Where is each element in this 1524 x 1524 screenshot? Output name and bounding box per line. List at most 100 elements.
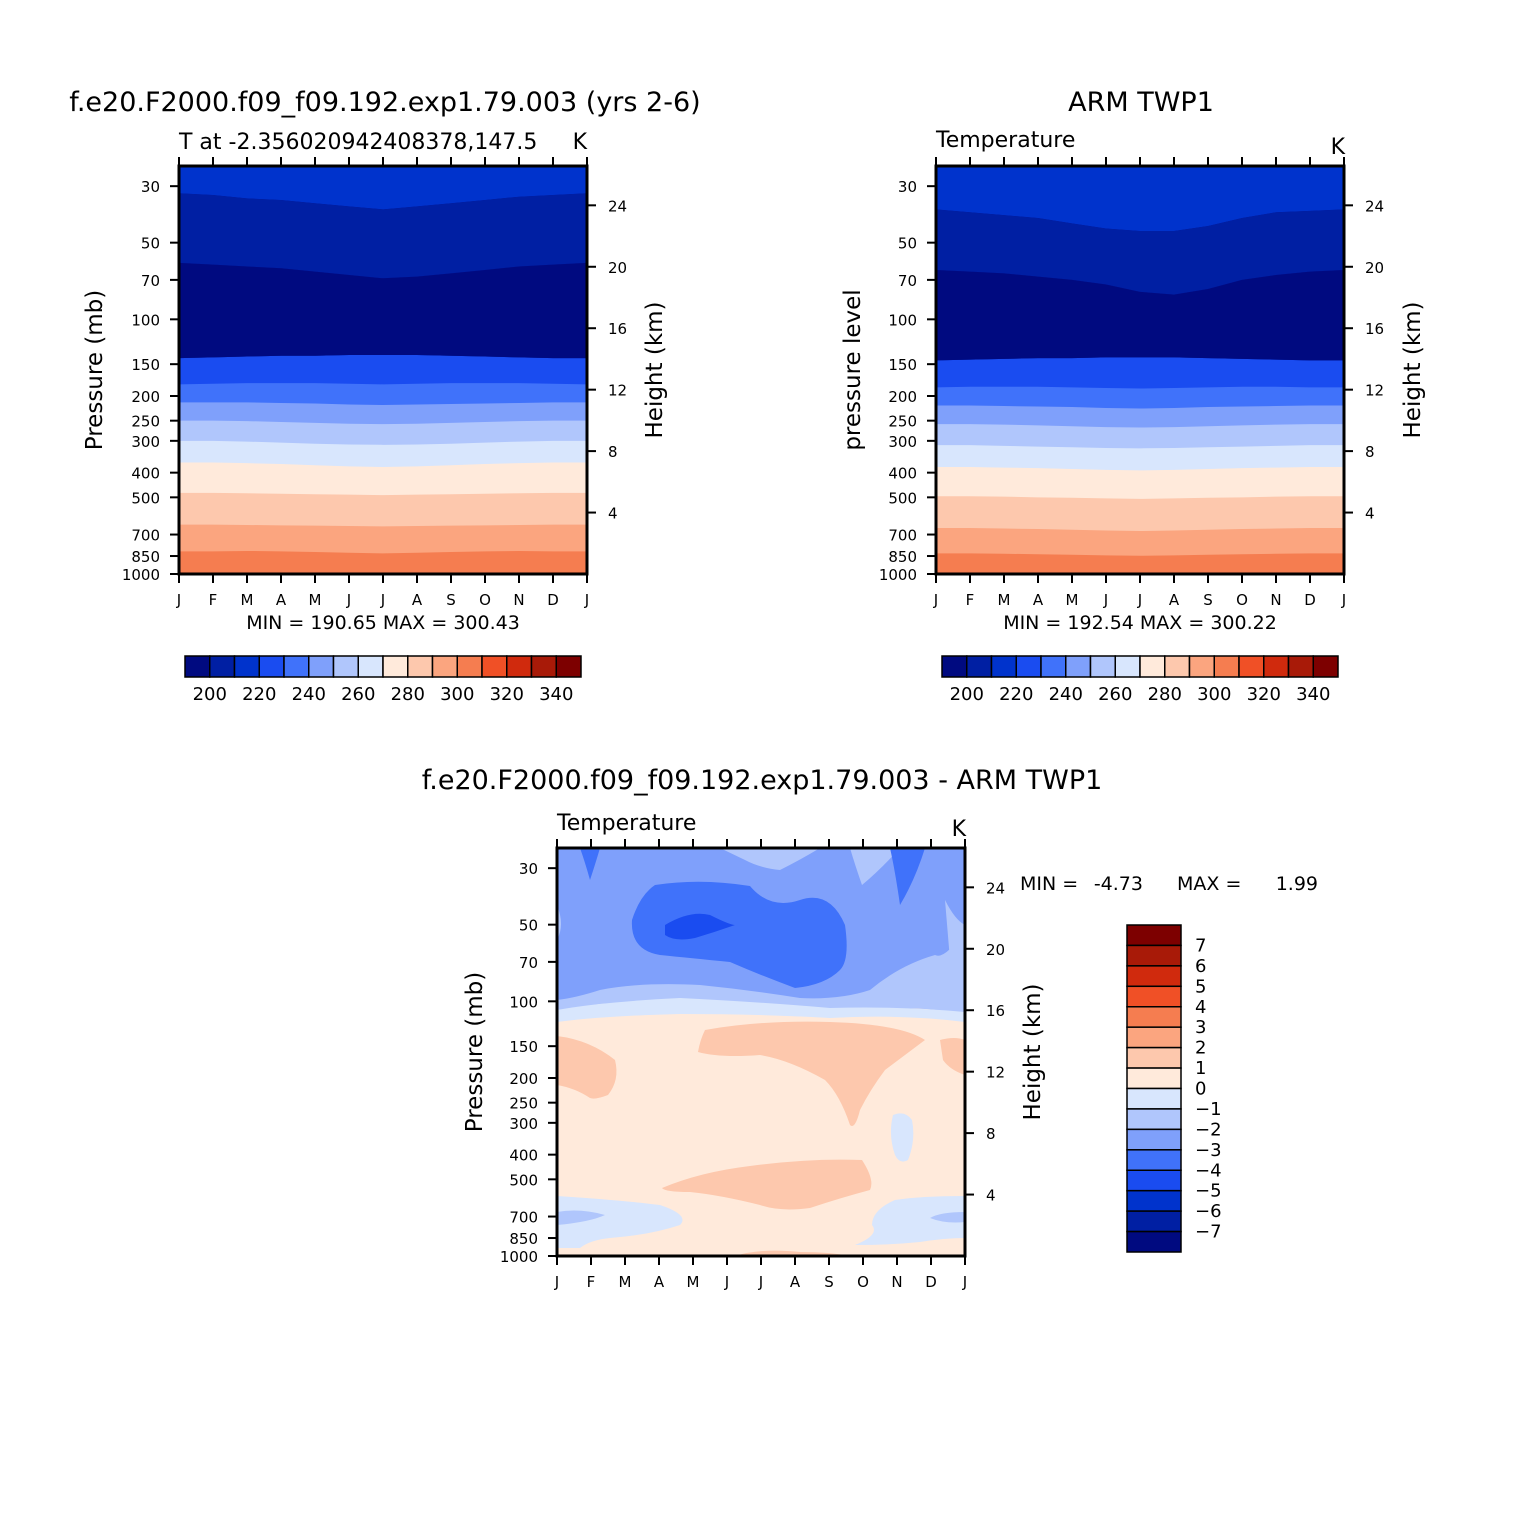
region-minus1-to-0-lower-right: [855, 1196, 965, 1245]
colorbar-label: 1: [1195, 1058, 1206, 1079]
y-tick-label: 850: [131, 548, 160, 566]
colorbar-swatch: [941, 655, 968, 678]
x-tick-label: J: [962, 1273, 967, 1291]
region-top-dark-spot: [580, 848, 600, 880]
y-tick-label: 400: [509, 1147, 538, 1165]
colorbar: 200 220 240 260 280 300 320 340: [941, 655, 1339, 705]
x-tick-label: M: [1066, 591, 1079, 609]
x-tick-label: M: [309, 591, 322, 609]
x-tick-label: S: [446, 591, 456, 609]
y-tick-label: 250: [509, 1095, 538, 1113]
y-right-tick-label: 16: [1365, 320, 1384, 338]
colorbar-label: 6: [1195, 956, 1206, 977]
colorbar-swatch: [530, 655, 557, 678]
contour-band: [936, 166, 1344, 232]
y-right-tick-label: 16: [986, 1002, 1005, 1020]
colorbar-swatch: [1089, 655, 1116, 678]
y-right-tick-label: 4: [1365, 505, 1375, 523]
contour-band: [936, 209, 1344, 295]
colorbar-label: 0: [1195, 1079, 1206, 1100]
y-tick-label: 850: [888, 548, 917, 566]
panel-title: f.e20.F2000.f09_f09.192.exp1.79.003 (yrs…: [69, 87, 700, 118]
y-tick-label: 30: [141, 178, 160, 196]
region-1-to-2-right: [940, 1038, 965, 1075]
x-tick-label: J: [724, 1273, 729, 1291]
x-tick-label: J: [176, 591, 181, 609]
y-right-tick-label: 24: [986, 879, 1005, 897]
colorbar-swatch: [332, 655, 359, 678]
max-label: MAX =: [1177, 873, 1241, 895]
units-label: K: [1331, 135, 1346, 160]
colorbar-swatch: [184, 655, 211, 678]
colorbar-swatch: [1126, 1006, 1182, 1028]
x-tick-label: O: [479, 591, 491, 609]
region-minus2-to-minus1-lower-left: [557, 1210, 605, 1225]
panel-subtitle: Temperature: [935, 128, 1075, 153]
x-tick-label: A: [790, 1273, 801, 1291]
colorbar-label: 220: [242, 684, 276, 705]
colorbar-swatch: [481, 655, 508, 678]
region-top-light-patch: [720, 848, 820, 870]
x-tick-label: D: [547, 591, 559, 609]
y-tick-label: 300: [509, 1115, 538, 1133]
y-tick-label: 500: [509, 1171, 538, 1189]
y-axis-label: Pressure (mb): [462, 972, 488, 1132]
x-tick-label: J: [1341, 591, 1346, 609]
x-tick-label: O: [857, 1273, 869, 1291]
colorbar-swatch: [1126, 1046, 1182, 1069]
region-top-light-patch-2: [850, 848, 900, 885]
y-tick-label: 500: [888, 489, 917, 507]
y-tick-label: 300: [888, 433, 917, 451]
colorbar-swatch: [1126, 1169, 1182, 1192]
colorbar-swatch: [1126, 1128, 1182, 1151]
y-axis-right: 24 20 16 12 8 4: [1344, 197, 1384, 523]
x-tick-label: A: [1169, 591, 1180, 609]
colorbar-swatch: [1126, 1189, 1182, 1212]
colorbar-label: −1: [1195, 1099, 1222, 1120]
y-axis-right-label: Height (km): [642, 301, 668, 438]
colorbar-label: 340: [1296, 684, 1330, 705]
region-minus1-to-0-mid: [890, 1113, 914, 1162]
colorbar-label: 260: [341, 684, 375, 705]
y-tick-label: 200: [131, 388, 160, 406]
y-axis-right: 24 20 16 12 8 4: [587, 197, 627, 523]
max-value: 1.99: [1276, 873, 1318, 895]
colorbar-swatch: [1238, 655, 1265, 678]
x-tick-label: A: [1033, 591, 1044, 609]
min-label: MIN =: [1020, 873, 1078, 895]
colorbar: 200 220 240 260 280 300 320 340: [184, 655, 582, 705]
region-minus5-to-minus4: [665, 913, 735, 940]
colorbar-label: 240: [1049, 684, 1083, 705]
x-tick-label: S: [1203, 591, 1213, 609]
x-tick-label: A: [276, 591, 287, 609]
x-tick-label: J: [1103, 591, 1108, 609]
colorbar-swatch: [1126, 1067, 1182, 1090]
colorbar-swatch: [1213, 655, 1240, 678]
colorbar-swatch: [1263, 655, 1290, 678]
y-tick-label: 200: [509, 1070, 538, 1088]
y-tick-label: 400: [888, 465, 917, 483]
x-tick-label: N: [513, 591, 524, 609]
y-tick-label: 70: [141, 272, 160, 290]
min-max-stats: MIN = 192.54 MAX = 300.22: [1003, 612, 1277, 634]
colorbar-swatch: [357, 655, 384, 678]
colorbar-swatch: [233, 655, 260, 678]
colorbar-swatch: [1126, 1108, 1182, 1131]
colorbar-swatch: [283, 655, 310, 678]
colorbar-swatch: [1287, 655, 1314, 678]
y-tick-label: 1000: [879, 566, 917, 584]
colorbar-swatch: [1126, 944, 1182, 967]
y-right-tick-label: 8: [1365, 443, 1375, 461]
colorbar-swatch: [1126, 924, 1182, 947]
y-tick-label: 100: [509, 993, 538, 1011]
colorbar-swatch: [1126, 1026, 1182, 1049]
colorbar-label: 320: [1247, 684, 1281, 705]
x-tick-label: D: [925, 1273, 937, 1291]
y-tick-label: 1000: [500, 1248, 538, 1266]
x-tick-label: M: [687, 1273, 700, 1291]
x-tick-label: A: [654, 1273, 665, 1291]
colorbar-swatch: [1040, 655, 1067, 678]
